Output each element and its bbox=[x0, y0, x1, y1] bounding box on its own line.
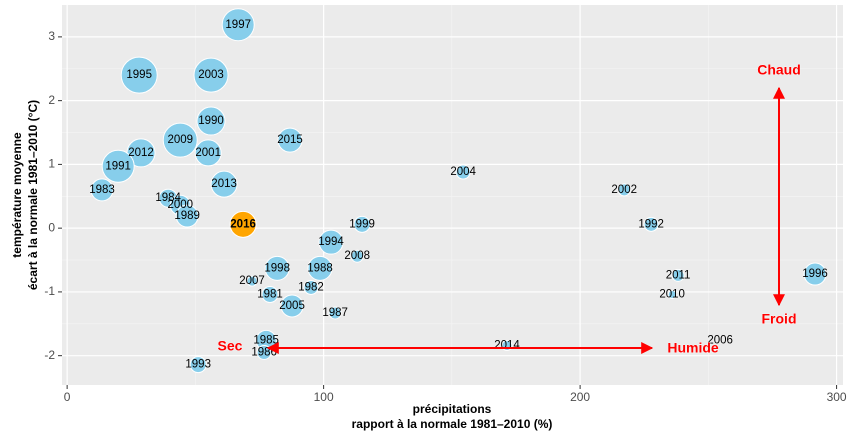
point-label: 1981 bbox=[257, 288, 283, 300]
y-tick-label: -2 bbox=[44, 348, 55, 362]
bubble bbox=[353, 215, 371, 233]
bubble bbox=[229, 210, 257, 238]
annotation: Chaud bbox=[757, 62, 801, 78]
bubble bbox=[261, 285, 279, 303]
x-tick-label: 300 bbox=[827, 390, 847, 404]
y-tick-label: 0 bbox=[48, 220, 55, 234]
point-label: 2011 bbox=[666, 269, 691, 281]
bubble bbox=[303, 279, 319, 295]
bubble bbox=[350, 249, 364, 263]
point-label: 2015 bbox=[277, 134, 303, 146]
bubble bbox=[175, 204, 199, 228]
bubble bbox=[193, 57, 229, 93]
point-label: 2000 bbox=[167, 199, 193, 211]
plot-panel bbox=[62, 5, 843, 385]
y-tick-label: 1 bbox=[48, 157, 55, 171]
point-label: 1998 bbox=[264, 262, 290, 274]
point-label: 2007 bbox=[239, 275, 265, 287]
annotation: Froid bbox=[762, 311, 797, 327]
bubble bbox=[221, 8, 255, 42]
bubble bbox=[280, 294, 304, 318]
y-axis-title: température moyenne bbox=[10, 132, 24, 258]
y-axis-title: écart à la normale 1981–2010 (°C) bbox=[26, 100, 40, 290]
x-tick-label: 200 bbox=[570, 390, 590, 404]
bubble bbox=[328, 306, 342, 320]
x-axis-title: rapport à la normale 1981–2010 (%) bbox=[352, 417, 553, 431]
bubble bbox=[671, 268, 685, 282]
point-label: 2012 bbox=[128, 147, 154, 159]
point-label: 1988 bbox=[307, 262, 333, 274]
point-label: 1989 bbox=[174, 210, 200, 222]
bubble bbox=[318, 229, 344, 255]
point-label: 2006 bbox=[707, 334, 733, 346]
bubble bbox=[210, 170, 238, 198]
point-label: 1991 bbox=[105, 160, 131, 172]
annotation: Humide bbox=[667, 340, 719, 356]
point-label: 2008 bbox=[344, 250, 370, 262]
bubble bbox=[189, 356, 207, 374]
x-axis-title: précipitations bbox=[413, 402, 492, 416]
point-label: 2002 bbox=[611, 184, 637, 196]
point-label: 1999 bbox=[349, 218, 375, 230]
bubble bbox=[194, 139, 222, 167]
point-label: 1983 bbox=[89, 184, 115, 196]
point-label: 2016 bbox=[230, 218, 256, 230]
bubble bbox=[264, 255, 290, 281]
bubble bbox=[667, 289, 677, 299]
y-tick-label: 3 bbox=[48, 29, 55, 43]
point-label: 1994 bbox=[318, 236, 344, 248]
point-label: 1992 bbox=[638, 218, 664, 230]
point-label: 2001 bbox=[195, 147, 221, 159]
point-label: 1985 bbox=[253, 334, 279, 346]
bubble bbox=[246, 275, 258, 287]
point-label: 1984 bbox=[155, 192, 181, 204]
x-tick-label: 100 bbox=[314, 390, 334, 404]
point-label: 2013 bbox=[211, 178, 237, 190]
point-label: 1982 bbox=[298, 281, 324, 293]
point-label: 2004 bbox=[450, 166, 476, 178]
point-label: 1995 bbox=[126, 69, 152, 81]
bubble bbox=[307, 255, 333, 281]
point-label: 2014 bbox=[494, 340, 520, 352]
point-label: 2009 bbox=[167, 134, 193, 146]
point-label: 1997 bbox=[225, 19, 251, 31]
bubble bbox=[617, 183, 631, 197]
bubble bbox=[120, 56, 158, 94]
point-label: 2005 bbox=[279, 300, 305, 312]
point-label: 2010 bbox=[659, 288, 685, 300]
y-tick-label: 2 bbox=[48, 93, 55, 107]
bubble bbox=[455, 164, 471, 180]
annotation: Sec bbox=[218, 338, 243, 354]
point-label: 1990 bbox=[198, 115, 224, 127]
bubble bbox=[162, 122, 198, 158]
bubble bbox=[277, 127, 303, 153]
bubble bbox=[196, 106, 226, 136]
y-tick-label: -1 bbox=[44, 284, 55, 298]
point-label: 1987 bbox=[322, 307, 348, 319]
bubble bbox=[643, 216, 659, 232]
bubble bbox=[101, 149, 135, 183]
bubble bbox=[90, 178, 114, 202]
point-label: 1993 bbox=[185, 359, 211, 371]
point-label: 2003 bbox=[198, 69, 224, 81]
x-tick-label: 0 bbox=[64, 390, 71, 404]
point-label: 1996 bbox=[802, 268, 828, 280]
bubble bbox=[803, 262, 827, 286]
